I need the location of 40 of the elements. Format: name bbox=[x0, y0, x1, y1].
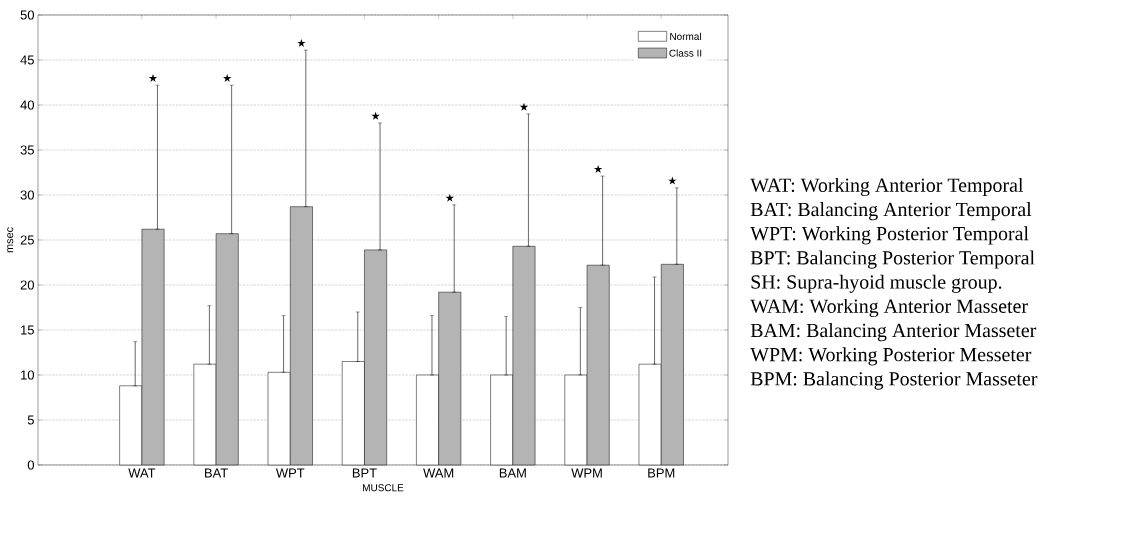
text: WAM: Working Anterior Masseter bbox=[750, 298, 1028, 318]
y-tick-label: 10 bbox=[21, 370, 34, 380]
y-tick-label: 25 bbox=[20, 235, 34, 245]
x-tick-label: WAM bbox=[423, 468, 454, 478]
y-tick-label: 5 bbox=[27, 415, 34, 425]
text: SH: Supra-hyoid muscle group. bbox=[751, 274, 1002, 293]
x-tick-label: BAT bbox=[205, 468, 228, 478]
y-tick-label: 50 bbox=[20, 10, 34, 20]
x-tick-label: BPM bbox=[648, 468, 675, 478]
text: BPM: Balancing Posterior Masseter bbox=[750, 371, 1038, 390]
x-axis-title: MUSCLE bbox=[363, 484, 404, 492]
text: WPT: Working Posterior Temporal bbox=[750, 226, 1029, 245]
x-tick-label: WAT bbox=[128, 468, 156, 478]
y-axis-title: msec bbox=[7, 227, 14, 253]
annotation: ★ bbox=[593, 164, 603, 173]
x-tick-label: BPT bbox=[352, 468, 377, 478]
annotation: ★ bbox=[148, 74, 158, 82]
text: WAT: Working Anterior Temporal bbox=[750, 177, 1024, 197]
y-tick-label: 0 bbox=[27, 460, 34, 470]
x-tick-label: BAM bbox=[499, 468, 526, 478]
y-tick-label: 45 bbox=[20, 55, 34, 65]
text: BAM: Balancing Anterior Masseter bbox=[750, 323, 1037, 342]
annotation: ★ bbox=[223, 74, 232, 82]
x-tick-label: WPM bbox=[571, 468, 602, 478]
y-tick-label: 30 bbox=[20, 190, 34, 200]
x-tick-label: WPT bbox=[275, 468, 305, 478]
text: WPM: Working Posterior Messeter bbox=[750, 347, 1032, 366]
y-tick-label: 15 bbox=[21, 325, 34, 335]
annotation: ★ bbox=[445, 193, 454, 202]
y-tick-label: 35 bbox=[20, 145, 34, 155]
text: BAT: Balancing Anterior Temporal bbox=[750, 202, 1032, 221]
legend-label: Normal bbox=[670, 32, 701, 40]
legend-label: Class II bbox=[669, 49, 702, 57]
annotation: ★ bbox=[519, 102, 529, 111]
annotation: ★ bbox=[297, 38, 306, 47]
annotation: ★ bbox=[668, 176, 677, 185]
annotation: ★ bbox=[371, 111, 380, 120]
y-tick-label: 40 bbox=[20, 100, 34, 110]
text: BPT: Balancing Posterior Temporal bbox=[750, 250, 1035, 269]
y-tick-label: 20 bbox=[20, 280, 34, 290]
